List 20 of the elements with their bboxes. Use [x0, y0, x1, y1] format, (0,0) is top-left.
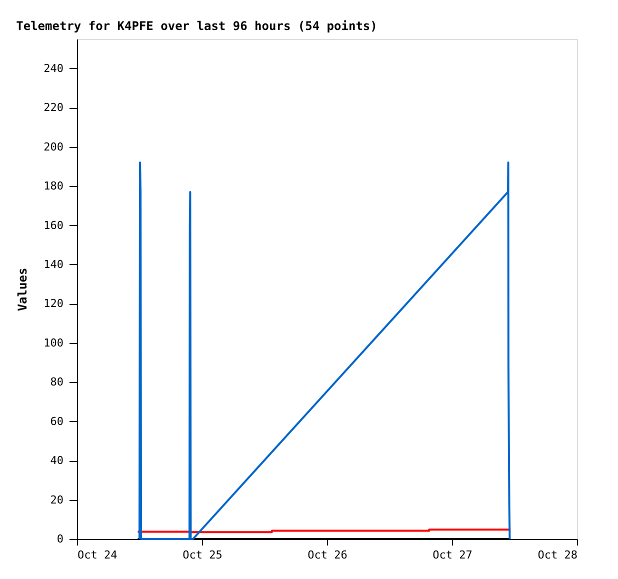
- y-tick-label: 180: [44, 180, 64, 193]
- y-tick-label: 80: [50, 376, 64, 389]
- x-tick-label: Oct 26: [308, 548, 348, 562]
- y-tick-label: 40: [50, 454, 64, 468]
- y-tick-label: 60: [50, 414, 64, 428]
- y-tick-label: 20: [50, 493, 64, 506]
- y-tick-label: 240: [44, 62, 64, 75]
- x-tick-label: Oct 27: [432, 548, 472, 562]
- x-tick-label: Oct 24: [78, 548, 118, 562]
- x-tick-label: Oct 28: [538, 548, 578, 562]
- x-tick-label: Oct 25: [182, 548, 222, 562]
- y-tick-label: 120: [44, 297, 64, 310]
- y-axis-title: Values: [16, 268, 30, 312]
- y-tick-label: 200: [44, 140, 64, 154]
- y-tick-label: 140: [44, 258, 64, 271]
- chart-title: Telemetry for K4PFE over last 96 hours (54 points): [16, 19, 378, 33]
- y-tick-label: 0: [56, 532, 64, 546]
- y-tick-label: 100: [44, 336, 64, 350]
- y-tick-label: 220: [44, 101, 64, 114]
- y-tick-label: 160: [44, 218, 64, 232]
